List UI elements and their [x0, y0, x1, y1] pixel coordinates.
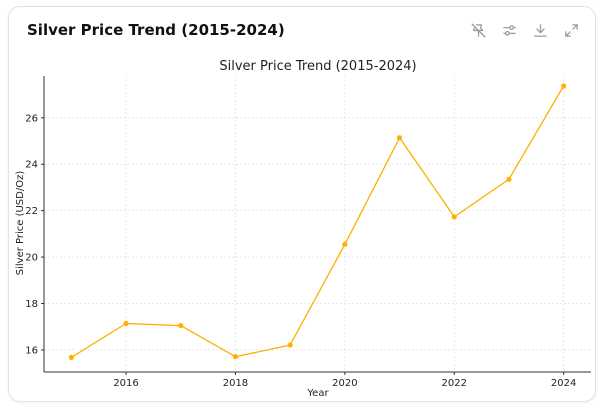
data-point	[123, 320, 129, 327]
x-axis-label: Year	[306, 388, 329, 399]
card-title: Silver Price Trend (2015-2024)	[27, 21, 285, 39]
y-tick-label: 16	[25, 345, 38, 356]
y-tick-label: 20	[25, 253, 38, 264]
pin-off-icon	[471, 23, 486, 38]
data-point	[178, 322, 184, 329]
x-tick-label: 2022	[442, 378, 467, 389]
data-point	[68, 354, 74, 360]
chart-toolbar	[469, 21, 581, 40]
download-icon	[534, 24, 547, 37]
y-tick-label: 18	[25, 299, 38, 310]
x-tick-label: 2020	[332, 378, 357, 389]
chart-title: Silver Price Trend (2015-2024)	[219, 59, 416, 74]
download-button[interactable]	[531, 21, 550, 40]
y-tick-label: 26	[25, 113, 38, 124]
expand-button[interactable]	[562, 21, 581, 40]
x-tick-label: 2018	[223, 378, 248, 389]
expand-icon	[565, 24, 578, 37]
grid-lines	[44, 76, 591, 372]
x-tick-label: 2016	[113, 378, 138, 389]
data-point	[451, 214, 457, 220]
x-tick-label: 2024	[551, 378, 576, 389]
series	[68, 83, 567, 360]
data-point	[287, 342, 293, 348]
data-point	[561, 83, 567, 89]
sliders-icon	[503, 25, 516, 36]
series-line	[70, 85, 565, 358]
pin-off-button[interactable]	[469, 21, 488, 40]
y-axis-label: Silver Price (USD/Oz)	[15, 171, 26, 276]
y-tick-label: 24	[25, 160, 38, 171]
filters-button[interactable]	[500, 21, 519, 40]
data-point	[342, 241, 348, 247]
data-point	[506, 176, 512, 182]
y-tick-label: 22	[25, 206, 38, 217]
data-point	[232, 354, 239, 360]
axes	[41, 76, 591, 375]
data-point	[396, 135, 403, 141]
